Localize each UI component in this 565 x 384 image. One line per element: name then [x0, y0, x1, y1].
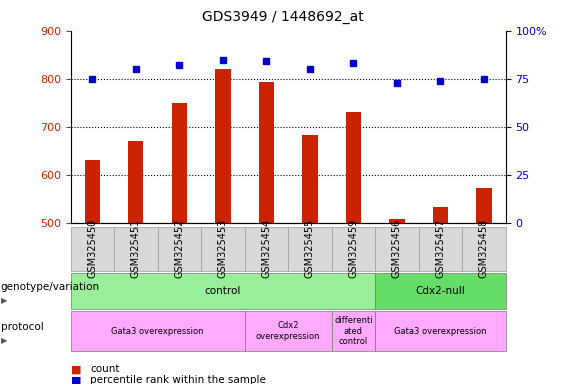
Bar [302, 135, 318, 223]
Text: ▶: ▶ [1, 296, 7, 305]
Text: GDS3949 / 1448692_at: GDS3949 / 1448692_at [202, 10, 363, 23]
Text: genotype/variation: genotype/variation [1, 282, 99, 292]
Text: GSM325454: GSM325454 [262, 219, 271, 278]
Text: GSM325453: GSM325453 [218, 219, 228, 278]
Bar [172, 103, 187, 223]
Text: GSM325450: GSM325450 [88, 219, 97, 278]
Bar [346, 113, 361, 223]
Text: count: count [90, 364, 120, 374]
Text: GSM325458: GSM325458 [479, 219, 489, 278]
Text: ■: ■ [71, 364, 81, 374]
Text: GSM325456: GSM325456 [392, 219, 402, 278]
Text: Cdx2-null: Cdx2-null [415, 286, 466, 296]
Bar [85, 161, 100, 223]
Bar [215, 69, 231, 223]
Text: ■: ■ [71, 375, 81, 384]
Bar [476, 188, 492, 223]
Text: GSM325457: GSM325457 [436, 219, 445, 278]
Bar [389, 219, 405, 223]
Text: GSM325451: GSM325451 [131, 219, 141, 278]
Text: Gata3 overexpression: Gata3 overexpression [394, 327, 486, 336]
Text: protocol: protocol [1, 322, 44, 333]
Bar [128, 141, 144, 223]
Text: GSM325452: GSM325452 [175, 219, 184, 278]
Text: GSM325459: GSM325459 [349, 219, 358, 278]
Text: Cdx2
overexpression: Cdx2 overexpression [256, 321, 320, 341]
Text: GSM325455: GSM325455 [305, 219, 315, 278]
Text: percentile rank within the sample: percentile rank within the sample [90, 375, 266, 384]
Text: ▶: ▶ [1, 336, 7, 345]
Text: control: control [205, 286, 241, 296]
Text: differenti
ated
control: differenti ated control [334, 316, 373, 346]
Text: Gata3 overexpression: Gata3 overexpression [111, 327, 204, 336]
Bar [433, 207, 448, 223]
Bar [259, 82, 274, 223]
